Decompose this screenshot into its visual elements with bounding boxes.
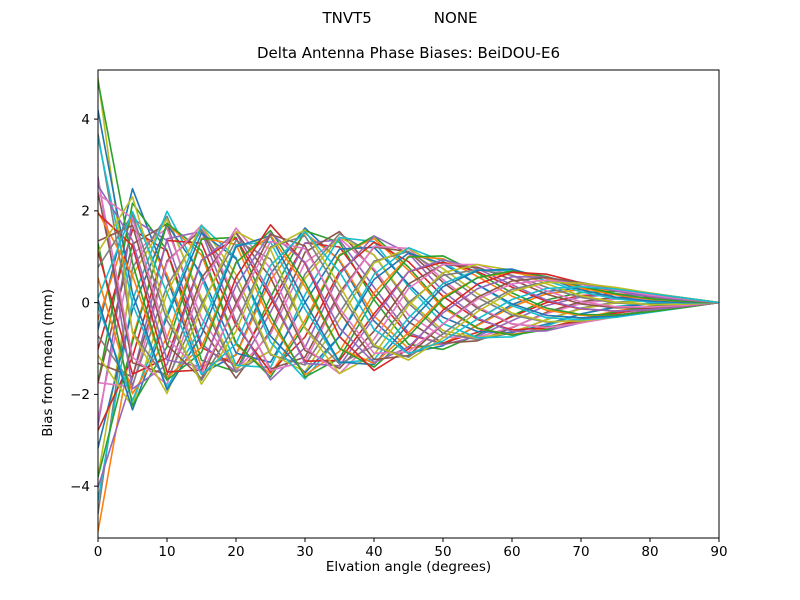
- series-group: [98, 77, 719, 533]
- axes-spines: [97, 69, 720, 539]
- bias-line: [98, 191, 719, 376]
- bias-line: [98, 77, 719, 395]
- bias-line: [98, 109, 719, 391]
- x-tick-label: 80: [641, 544, 658, 560]
- bias-line: [98, 236, 719, 407]
- y-tick-label: 4: [81, 112, 90, 128]
- x-tick-label: 10: [158, 544, 175, 560]
- y-axis-label-text: Bias from mean (mm): [40, 288, 56, 437]
- bias-line: [98, 80, 719, 381]
- x-tick-label: 90: [710, 544, 727, 560]
- x-tick-label: 50: [434, 544, 451, 560]
- bias-line: [98, 232, 719, 411]
- x-axis-label: Elvation angle (degrees): [325, 559, 492, 575]
- suptitle: TNVT5 NONE: [322, 9, 478, 27]
- y-tick-label: −2: [70, 387, 90, 403]
- bias-line: [98, 179, 719, 386]
- y-tick-label: −4: [70, 479, 90, 495]
- x-tick-label: 60: [503, 544, 520, 560]
- bias-line: [98, 176, 719, 390]
- bias-line: [98, 210, 719, 376]
- x-tick-label: 40: [365, 544, 382, 560]
- bias-line: [98, 211, 719, 379]
- x-tick-label: 20: [227, 544, 244, 560]
- bias-line: [98, 137, 719, 389]
- y-tick-label: 2: [81, 204, 90, 220]
- bias-line: [98, 224, 719, 402]
- x-tick-label: 30: [296, 544, 313, 560]
- y-tick-label: 0: [81, 295, 90, 311]
- bias-line: [98, 239, 719, 432]
- bias-line: [98, 184, 719, 368]
- x-tick-label: 70: [572, 544, 589, 560]
- bias-line: [98, 196, 719, 385]
- x-tick-label: 0: [94, 544, 103, 560]
- chart-title: Delta Antenna Phase Biases: BeiDOU-E6: [257, 44, 560, 62]
